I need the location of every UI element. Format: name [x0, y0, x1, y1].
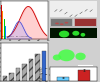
Bar: [78, 70, 90, 81]
Ellipse shape: [65, 22, 68, 24]
Bar: [50, 18, 72, 27]
Ellipse shape: [81, 33, 85, 37]
Ellipse shape: [55, 22, 59, 24]
Bar: [35, 54, 40, 81]
Ellipse shape: [72, 31, 79, 36]
Y-axis label: Viability (%): Viability (%): [40, 66, 44, 82]
Bar: [57, 77, 69, 81]
Bar: [74, 18, 96, 27]
Bar: [50, 28, 96, 38]
Bar: [3, 76, 7, 81]
Bar: [9, 73, 14, 81]
Bar: [50, 1, 97, 17]
Bar: [22, 64, 27, 81]
Ellipse shape: [53, 54, 61, 61]
Text: E₁ = 0.000eV     E₂ = 0.000eV: E₁ = 0.000eV E₂ = 0.000eV: [2, 36, 28, 37]
Ellipse shape: [58, 49, 75, 61]
Bar: [29, 59, 33, 81]
Bar: [2, 11, 3, 39]
Bar: [4, 19, 5, 39]
Bar: [1, 5, 2, 39]
Bar: [50, 26, 96, 28]
Ellipse shape: [59, 31, 69, 37]
Ellipse shape: [60, 23, 64, 25]
Ellipse shape: [75, 53, 86, 60]
Bar: [5, 26, 6, 39]
Bar: [42, 51, 46, 81]
Bar: [16, 68, 20, 81]
